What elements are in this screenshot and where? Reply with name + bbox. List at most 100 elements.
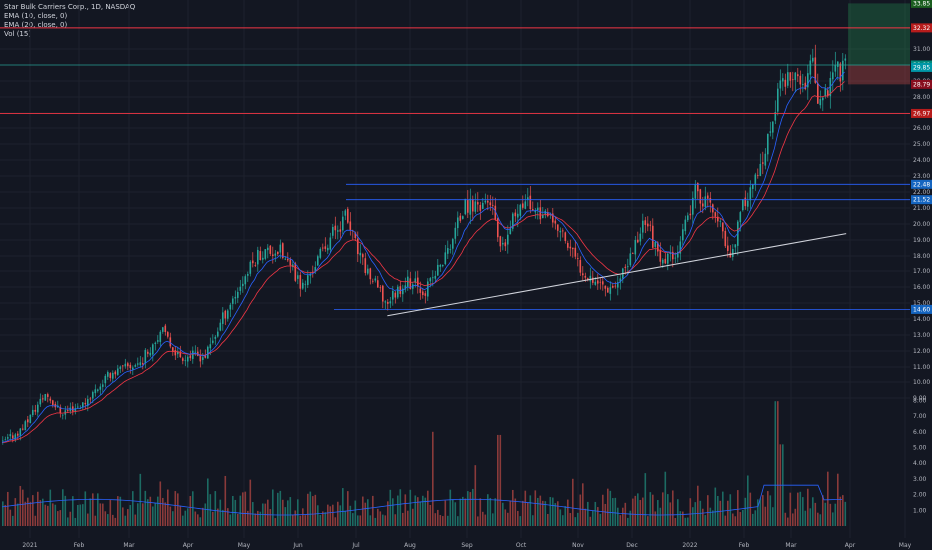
candle [149, 352, 152, 356]
candle [84, 402, 87, 405]
candle [472, 199, 474, 212]
candle [267, 247, 269, 251]
volume-bar [407, 510, 409, 526]
volume-bar [309, 491, 312, 526]
candle [124, 363, 127, 367]
candle [534, 210, 537, 213]
candle [384, 301, 387, 303]
candle [139, 362, 142, 366]
volume-bar [789, 492, 792, 526]
volume-bar [289, 497, 292, 526]
volume-bar [374, 517, 377, 526]
candle [717, 216, 719, 222]
candle [569, 246, 572, 249]
candle [814, 57, 817, 83]
candle [47, 394, 49, 397]
volume-bar [154, 503, 157, 526]
candle [507, 234, 509, 245]
candle [409, 278, 412, 289]
candle [339, 229, 342, 232]
volume-bar [364, 502, 367, 526]
price-tick-label: 9.00 [913, 395, 927, 402]
price-tick-label: 6.00 [913, 429, 927, 436]
volume-bar [32, 495, 34, 526]
volume-bar [727, 500, 729, 526]
candle [164, 325, 167, 332]
candle [114, 371, 117, 375]
volume-bar [489, 497, 492, 526]
volume-bar [522, 500, 524, 526]
candle [762, 162, 764, 164]
candle [439, 264, 442, 267]
volume-bar [487, 494, 489, 526]
candle [607, 287, 609, 293]
candle [547, 212, 549, 217]
candle [142, 363, 144, 365]
candle [2, 440, 4, 442]
candle [192, 350, 194, 359]
volume-bar [639, 499, 642, 526]
volume-bar [842, 495, 844, 526]
candle [464, 198, 467, 215]
candle [812, 57, 814, 62]
volume-bar [517, 510, 519, 526]
candle [744, 197, 747, 207]
candle [22, 428, 24, 430]
volume-bar [272, 489, 274, 526]
candle [402, 288, 404, 295]
candle [322, 247, 324, 249]
volume-bar [732, 513, 734, 526]
volume-bar [762, 495, 764, 526]
volume-bar [644, 473, 647, 526]
position-target-zone [848, 3, 910, 65]
candle [677, 251, 679, 258]
candle [579, 260, 582, 273]
candle [652, 225, 654, 248]
level-tag-bg [911, 108, 932, 118]
candle [349, 221, 352, 231]
volume-bar [277, 492, 279, 526]
volume-bar [502, 502, 504, 526]
volume-bar [754, 510, 757, 526]
volume-bar [347, 491, 349, 526]
candle [467, 199, 469, 213]
time-tick-label: 2021 [22, 542, 37, 549]
candle [584, 275, 587, 278]
candle [419, 288, 422, 293]
volume-bar [99, 503, 102, 526]
candle [4, 439, 7, 441]
volume-bar [422, 495, 424, 526]
volume-bar [444, 500, 447, 526]
volume-bar [584, 508, 587, 526]
volume-bar [67, 517, 69, 526]
volume-bar [607, 488, 609, 526]
volume-bar [817, 512, 819, 526]
candle [647, 223, 649, 227]
volume-bar [39, 500, 42, 526]
candle [317, 256, 319, 266]
candle [712, 204, 714, 213]
volume-bar [484, 514, 487, 526]
volume-bar [634, 495, 637, 526]
volume-bar [774, 401, 777, 526]
price-tick-label: 11.00 [913, 364, 930, 371]
volume-bar [657, 500, 659, 526]
level-tag: 32.32 [913, 25, 930, 32]
volume-bar [229, 514, 232, 526]
volume-bar [339, 505, 342, 526]
candle [454, 227, 457, 239]
volume-bar [654, 511, 657, 526]
candle [129, 364, 132, 368]
candle [292, 264, 294, 268]
volume-bar [207, 478, 209, 526]
volume-bar [119, 496, 122, 526]
volume-bar [287, 500, 289, 526]
volume-bar [167, 489, 169, 526]
volume-bar [299, 515, 302, 526]
candle [314, 267, 317, 272]
volume-bar [427, 490, 429, 526]
price-tick-label: 4.00 [913, 460, 927, 467]
volume-bar [569, 513, 572, 526]
